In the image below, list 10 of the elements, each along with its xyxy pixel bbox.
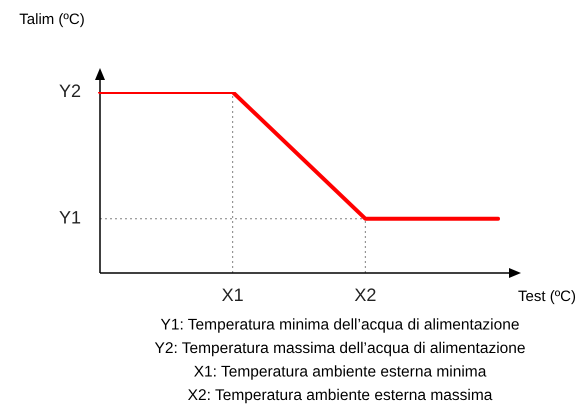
text: X1: Temperatura ambiente esterna minima xyxy=(194,363,487,380)
x-tick-label: X1 xyxy=(222,284,244,305)
y-axis-title: Talim (ºC) xyxy=(19,11,85,28)
text: Y1: Temperatura minima dell’acqua di alimentazione xyxy=(160,316,520,334)
text: Y2: Temperatura massima dell’acqua di alimentazione xyxy=(154,340,526,357)
x-tick-label: X2 xyxy=(354,284,376,305)
text: Y2 xyxy=(58,80,82,101)
x-axis-title: Test (ºC) xyxy=(518,288,576,306)
text: X2: Temperatura ambiente esterna massima xyxy=(188,386,493,404)
ref-line-label: Y1 xyxy=(58,208,82,228)
